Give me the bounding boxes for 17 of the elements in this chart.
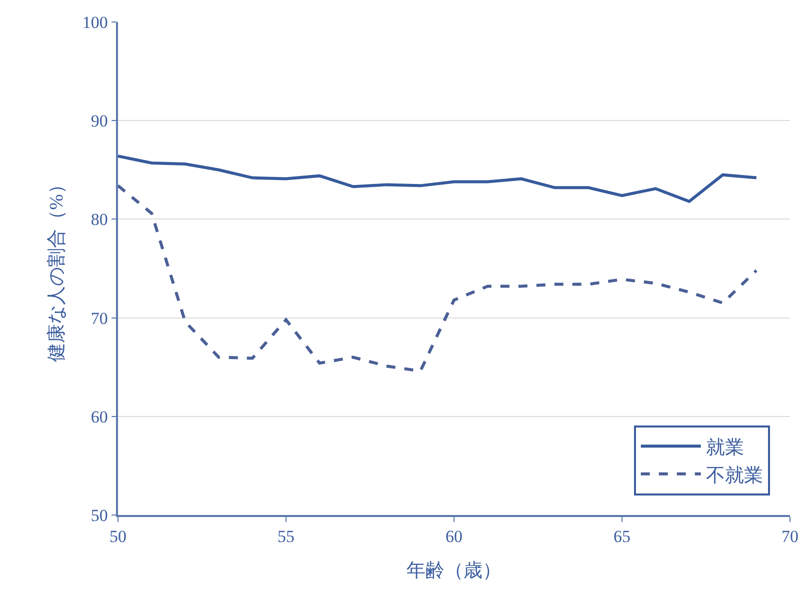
y-tick-label: 90 [90, 112, 108, 131]
x-tick-label: 70 [782, 527, 798, 546]
y-tick-label: 70 [90, 308, 108, 328]
legend-label: 不就業 [706, 465, 763, 486]
x-tick-label: 55 [278, 527, 294, 546]
y-tick-label: 60 [90, 407, 108, 426]
y-tick-label: 100 [82, 12, 108, 32]
legend-label: 就業 [706, 438, 744, 459]
line-series [118, 154, 758, 203]
y-axis-title: 健康な人の割合（%） [46, 175, 68, 362]
line-series [118, 184, 758, 373]
y-tick-label: 80 [90, 210, 108, 230]
x-tick-label: 50 [110, 527, 126, 546]
x-tick-label: 65 [614, 527, 630, 546]
x-axis-title: 年齢（歳） [406, 560, 502, 582]
x-tick-label: 60 [446, 527, 462, 546]
y-tick-label: 50 [90, 506, 108, 525]
